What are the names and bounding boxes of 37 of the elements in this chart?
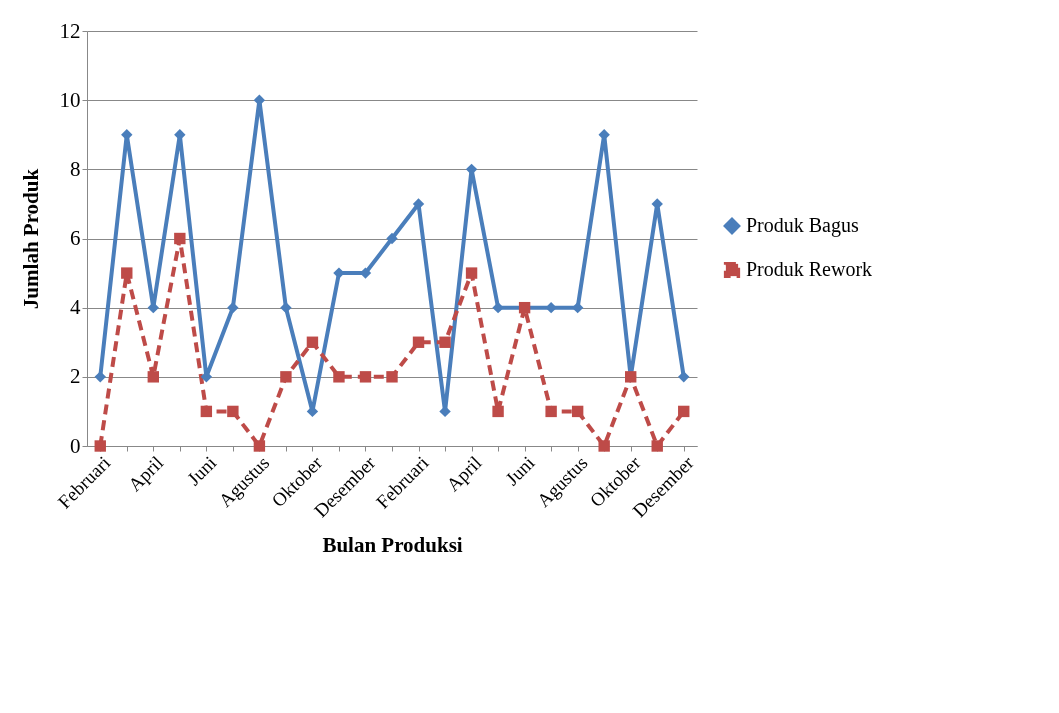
point (439, 336, 451, 348)
point (94, 440, 106, 452)
point (651, 440, 663, 452)
point (412, 336, 425, 348)
y-tick-label: 0 (70, 433, 81, 458)
point (94, 371, 106, 383)
y-tick-label: 12 (59, 18, 81, 43)
point (359, 371, 372, 383)
point (200, 405, 213, 418)
y-tick-label: 8 (70, 156, 81, 181)
x-tick-label: Juni (183, 452, 221, 490)
point (227, 405, 239, 418)
point (678, 371, 690, 383)
point (465, 267, 478, 279)
point (280, 371, 292, 383)
x-axis-title: Bulan Produksi (322, 533, 463, 558)
point (598, 440, 610, 452)
y-tick-label: 10 (59, 87, 81, 112)
point (386, 232, 398, 245)
point (386, 371, 398, 383)
y-tick-label: 4 (70, 295, 81, 320)
x-tick-label: Juni (501, 452, 539, 490)
point (306, 336, 319, 348)
legend-label: Produk Bagus (746, 214, 859, 237)
y-tick-label: 2 (70, 364, 81, 389)
point (174, 232, 186, 245)
point (678, 405, 690, 418)
y-tick-label: 6 (70, 226, 81, 250)
point (121, 267, 133, 279)
legend-label: Produk Rework (746, 258, 873, 280)
point (492, 405, 504, 418)
point (147, 371, 160, 383)
point (333, 371, 345, 383)
point (571, 405, 584, 418)
y-axis-title: Jumlah Produk (18, 168, 43, 310)
point (253, 440, 266, 452)
point (545, 405, 557, 418)
